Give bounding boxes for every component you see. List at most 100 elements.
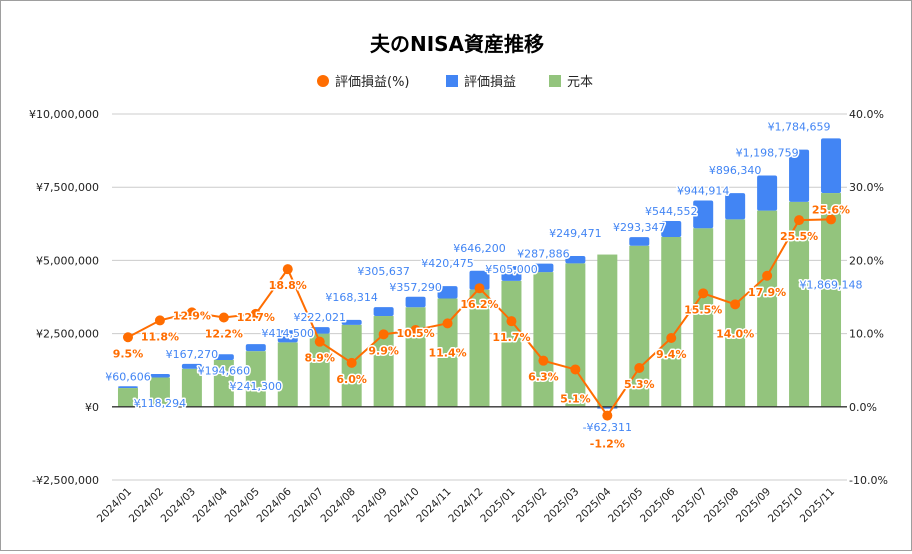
profit-data-label: ¥1,869,148 bbox=[800, 278, 863, 291]
left-tick-label: ¥10,000,000 bbox=[29, 108, 99, 121]
profit-bar bbox=[565, 256, 586, 264]
principal-bar bbox=[661, 236, 682, 407]
principal-bar bbox=[501, 280, 522, 407]
legend-item-label: 評価損益 bbox=[464, 75, 516, 90]
pct-data-label: 10.5% bbox=[397, 327, 435, 340]
principal-bar bbox=[213, 359, 234, 407]
profit-data-label: ¥414,500 bbox=[262, 327, 315, 340]
profit-bar bbox=[661, 221, 682, 237]
pct-data-label: 15.5% bbox=[684, 303, 722, 316]
pct-data-label: 17.9% bbox=[748, 286, 786, 299]
profit-data-label: ¥118,294 bbox=[134, 397, 187, 410]
profit-data-label: ¥420,475 bbox=[421, 257, 474, 270]
x-tick-label: 2025/11 bbox=[798, 486, 837, 525]
pct-data-label: 11.7% bbox=[492, 331, 530, 344]
pct-point bbox=[602, 410, 613, 421]
chart-title: 夫のNISA資産推移 bbox=[370, 32, 544, 56]
legend-item-label: 評価損益(%) bbox=[335, 75, 410, 90]
profit-data-label: ¥293,347 bbox=[613, 221, 666, 234]
principal-bar bbox=[181, 368, 202, 407]
pct-point bbox=[634, 363, 645, 374]
pct-point bbox=[410, 324, 421, 335]
pct-data-label: 16.2% bbox=[460, 298, 498, 311]
pct-point bbox=[826, 214, 837, 225]
pct-data-label: 9.9% bbox=[368, 344, 399, 357]
profit-bar bbox=[245, 344, 266, 352]
principal-bar bbox=[469, 289, 490, 407]
pct-point bbox=[506, 316, 517, 327]
right-tick-label: 20.0% bbox=[849, 254, 884, 267]
pct-data-label: 9.4% bbox=[656, 348, 687, 361]
pct-point bbox=[218, 312, 229, 323]
principal-bar bbox=[309, 333, 330, 407]
profit-bar bbox=[533, 263, 554, 273]
profit-bar bbox=[821, 138, 842, 194]
profit-data-label: ¥944,914 bbox=[677, 185, 730, 198]
principal-bar bbox=[821, 193, 842, 407]
profit-bar bbox=[277, 330, 298, 343]
profit-data-label: ¥544,552 bbox=[645, 205, 698, 218]
profit-bar bbox=[725, 193, 746, 220]
pct-point bbox=[378, 329, 389, 340]
data-labels: ¥60,606 ¥118,294 ¥167,270 ¥194,660 ¥241,300 ¥… bbox=[104, 119, 864, 452]
pct-point bbox=[442, 318, 453, 329]
profit-data-label: ¥305,637 bbox=[357, 265, 410, 278]
pct-data-label: 14.0% bbox=[716, 327, 754, 340]
principal-bar bbox=[405, 307, 426, 407]
profit-data-label: ¥646,200 bbox=[453, 242, 506, 255]
profit-data-label: ¥1,198,759 bbox=[736, 147, 799, 160]
profit-data-label: -¥62,311 bbox=[583, 421, 632, 434]
profit-bar bbox=[213, 354, 234, 360]
profit-bar bbox=[789, 149, 810, 202]
pct-data-label: 6.0% bbox=[336, 373, 367, 386]
pct-data-label: 6.3% bbox=[528, 371, 559, 384]
profit-bar bbox=[341, 319, 362, 325]
pct-point bbox=[794, 215, 805, 226]
legend-principal-swatch bbox=[549, 75, 561, 87]
pct-data-label: 12.2% bbox=[205, 327, 243, 340]
profit-data-label: ¥357,290 bbox=[389, 281, 442, 294]
pct-point bbox=[698, 288, 709, 299]
principal-bar bbox=[629, 245, 650, 407]
profit-data-label: ¥194,660 bbox=[198, 364, 251, 377]
pct-point bbox=[666, 332, 677, 343]
principal-bar bbox=[725, 219, 746, 407]
pct-point bbox=[570, 364, 581, 375]
principal-bar bbox=[245, 351, 266, 407]
pct-data-label: 5.3% bbox=[624, 378, 655, 391]
profit-data-label: ¥249,471 bbox=[549, 227, 602, 240]
pct-data-label: 25.5% bbox=[780, 230, 818, 243]
profit-bar bbox=[629, 237, 650, 246]
principal-bar bbox=[597, 254, 618, 407]
profit-data-label: ¥167,270 bbox=[166, 348, 219, 361]
right-tick-label: 0.0% bbox=[849, 401, 877, 414]
pct-data-label: 18.8% bbox=[269, 279, 307, 292]
pct-data-label: 11.4% bbox=[428, 346, 466, 359]
right-tick-label: -10.0% bbox=[849, 474, 888, 487]
profit-bar bbox=[437, 286, 458, 299]
profit-data-label: ¥222,021 bbox=[293, 311, 346, 324]
pct-point bbox=[154, 315, 165, 326]
principal-bar bbox=[277, 342, 298, 407]
pct-data-label: 12.9% bbox=[173, 309, 211, 322]
profit-bar bbox=[373, 307, 394, 317]
principal-bar bbox=[117, 388, 138, 407]
pct-point bbox=[282, 264, 293, 275]
profit-bar bbox=[149, 374, 170, 378]
profit-bar bbox=[405, 296, 426, 308]
profit-bar bbox=[117, 386, 138, 389]
profit-bar bbox=[181, 363, 202, 369]
profit-bar bbox=[501, 266, 522, 281]
pct-line bbox=[122, 214, 837, 421]
left-tick-label: ¥2,500,000 bbox=[36, 328, 99, 341]
legend: 評価損益(%) 評価損益 元本 bbox=[317, 75, 593, 90]
principal-bar bbox=[757, 210, 778, 407]
profit-data-label: ¥168,314 bbox=[325, 291, 378, 304]
principal-bar bbox=[565, 263, 586, 407]
pct-data-label: 5.1% bbox=[560, 392, 591, 405]
pct-data-label: 9.5% bbox=[113, 347, 144, 360]
pct-point bbox=[250, 308, 261, 319]
pct-data-label: 12.7% bbox=[237, 311, 275, 324]
